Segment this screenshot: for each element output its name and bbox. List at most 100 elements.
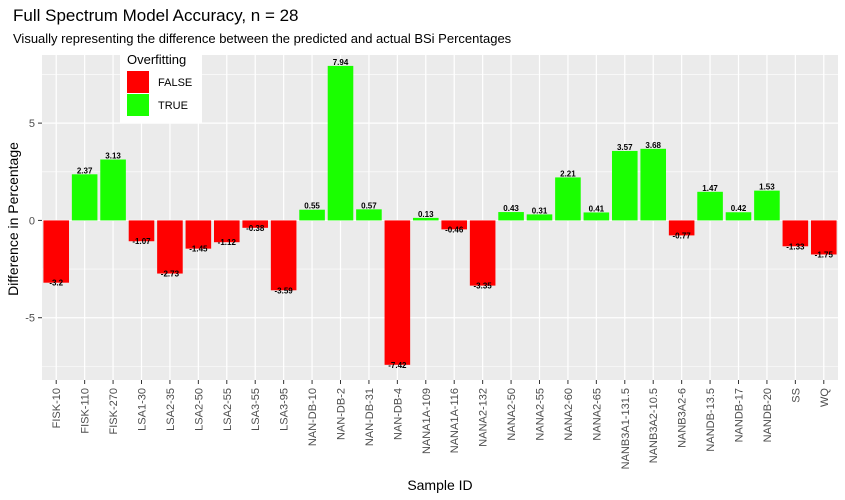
x-tick-label: NAN-DB-2 xyxy=(336,388,348,440)
bar-value-label: 0.57 xyxy=(361,201,377,210)
y-tick-label: 5 xyxy=(29,118,35,130)
bar-FISK-10 xyxy=(43,220,70,283)
y-axis-title: Difference in Percentage xyxy=(5,142,21,296)
bar-value-label: 1.53 xyxy=(759,183,775,192)
bar-value-label: -0.77 xyxy=(673,231,692,240)
x-tick-label: NAN-DB-4 xyxy=(392,388,404,440)
bar-value-label: 3.13 xyxy=(105,152,121,161)
bar-value-label: 3.57 xyxy=(617,143,633,152)
bar-value-label: 2.37 xyxy=(77,166,93,175)
bar-NANB3A2-10.5 xyxy=(640,148,667,221)
x-tick-label: LSA2-50 xyxy=(193,388,205,431)
bar-value-label: 0.41 xyxy=(589,204,605,213)
x-tick-label: LSA3-55 xyxy=(250,388,262,431)
legend: Overfitting FALSE TRUE xyxy=(120,47,202,123)
x-tick-label: NAN-DB-10 xyxy=(307,388,319,446)
x-tick-label: NANDB-13.5 xyxy=(705,388,717,452)
bar-value-label: -1.12 xyxy=(218,238,237,247)
bar-value-label: 0.43 xyxy=(503,204,519,213)
bar-value-label: 0.55 xyxy=(304,202,320,211)
legend-swatch-false xyxy=(127,71,149,93)
bar-NANDB-17 xyxy=(725,212,752,221)
bar-NANA2-132 xyxy=(469,220,496,286)
y-tick-label: -5 xyxy=(25,313,35,325)
bar-NANA2-50 xyxy=(498,212,524,221)
bar-value-label: 0.31 xyxy=(532,206,548,215)
bar-SS xyxy=(782,220,809,247)
bar-value-label: -1.45 xyxy=(189,245,208,254)
bar-value-label: 0.13 xyxy=(418,210,434,219)
x-tick-label: LSA1-30 xyxy=(137,388,149,431)
bar-value-label: -3.2 xyxy=(49,279,63,288)
bar-NANDB-13.5 xyxy=(697,191,723,221)
legend-title: Overfitting xyxy=(127,52,186,67)
bar-LSA1-30 xyxy=(128,220,155,242)
bar-value-label: 3.68 xyxy=(645,141,661,150)
bar-FISK-110 xyxy=(71,174,98,221)
bar-LSA2-55 xyxy=(213,220,240,243)
bar-LSA2-50 xyxy=(185,220,212,249)
x-tick-label: NANB3A2-10.5 xyxy=(648,388,660,463)
x-tick-label: NANB3A2-6 xyxy=(677,388,689,448)
bar-value-label: -1.75 xyxy=(815,250,834,259)
bar-value-label: -1.33 xyxy=(786,242,805,251)
x-tick-label: NANA2-132 xyxy=(478,388,490,447)
chart-subtitle: Visually representing the difference bet… xyxy=(13,31,512,46)
bar-FISK-270 xyxy=(100,159,126,221)
bar-NAN-DB-31 xyxy=(356,209,382,221)
x-tick-label: NANB3A1-131.5 xyxy=(620,388,632,469)
bar-NANA2-60 xyxy=(555,177,581,221)
x-tick-label: NANDB-20 xyxy=(762,388,774,442)
bar-NAN-DB-2 xyxy=(327,65,354,221)
bar-value-label: -0.38 xyxy=(246,224,265,233)
bar-value-label: -3.35 xyxy=(474,282,493,291)
x-tick-label: NAN-DB-31 xyxy=(364,388,376,446)
bar-value-label: -2.73 xyxy=(161,270,180,279)
x-tick-label: NANA1A-109 xyxy=(421,388,433,454)
legend-entries: FALSE TRUE xyxy=(127,71,192,116)
x-tick-label: LSA2-35 xyxy=(165,388,177,431)
bar-LSA3-55 xyxy=(242,220,269,228)
bar-value-label: -3.59 xyxy=(275,286,294,295)
bar-value-label: 7.94 xyxy=(333,58,349,67)
x-tick-label: LSA2-55 xyxy=(222,388,234,431)
x-tick-label: FISK-270 xyxy=(108,388,120,434)
x-tick-label: NANA2-55 xyxy=(535,388,547,441)
bar-NAN-DB-4 xyxy=(384,220,411,365)
legend-label-true: TRUE xyxy=(158,100,188,112)
bar-value-label: 2.21 xyxy=(560,169,576,178)
bar-value-label: -7.42 xyxy=(388,361,407,370)
legend-swatch-true xyxy=(127,94,149,116)
bar-WQ xyxy=(810,220,837,255)
x-tick-label: WQ xyxy=(819,388,831,407)
chart-title: Full Spectrum Model Accuracy, n = 28 xyxy=(13,6,299,25)
bar-NANB3A1-131.5 xyxy=(611,150,638,221)
y-axis: -5 0 5 xyxy=(25,118,42,325)
x-axis-title: Sample ID xyxy=(407,477,472,493)
bar-NANDB-20 xyxy=(754,190,780,221)
bar-value-labels: -3.2 2.37 3.13 -1.07 -2.73 -1.45 -1.12 -0.38 -3.… xyxy=(49,58,833,370)
x-tick-label: NANDB-17 xyxy=(734,388,746,442)
bar-LSA2-35 xyxy=(157,220,183,274)
bar-NANA1A-109 xyxy=(412,217,439,221)
bar-value-label: -1.07 xyxy=(132,237,151,246)
x-tick-label: LSA3-95 xyxy=(279,388,291,431)
x-tick-label: FISK-110 xyxy=(80,388,92,434)
x-tick-label: SS xyxy=(790,388,802,403)
x-tick-label: FISK-10 xyxy=(51,388,63,428)
bar-NANA1A-116 xyxy=(441,220,468,230)
bar-NANB3A2-6 xyxy=(668,220,695,236)
bar-value-label: 1.47 xyxy=(702,184,718,193)
x-tick-label: NANA1A-116 xyxy=(449,388,461,453)
bar-value-label: 0.42 xyxy=(731,204,747,213)
bar-NAN-DB-10 xyxy=(299,209,325,221)
legend-label-false: FALSE xyxy=(158,77,192,89)
y-tick-label: 0 xyxy=(29,215,35,227)
bar-LSA3-95 xyxy=(270,220,297,291)
bar-value-label: -0.46 xyxy=(445,225,464,234)
bar-NANA2-55 xyxy=(526,214,553,221)
x-tick-label: NANA2-65 xyxy=(591,388,603,441)
bar-NANA2-65 xyxy=(583,212,610,221)
x-tick-label: NANA2-60 xyxy=(563,388,575,441)
